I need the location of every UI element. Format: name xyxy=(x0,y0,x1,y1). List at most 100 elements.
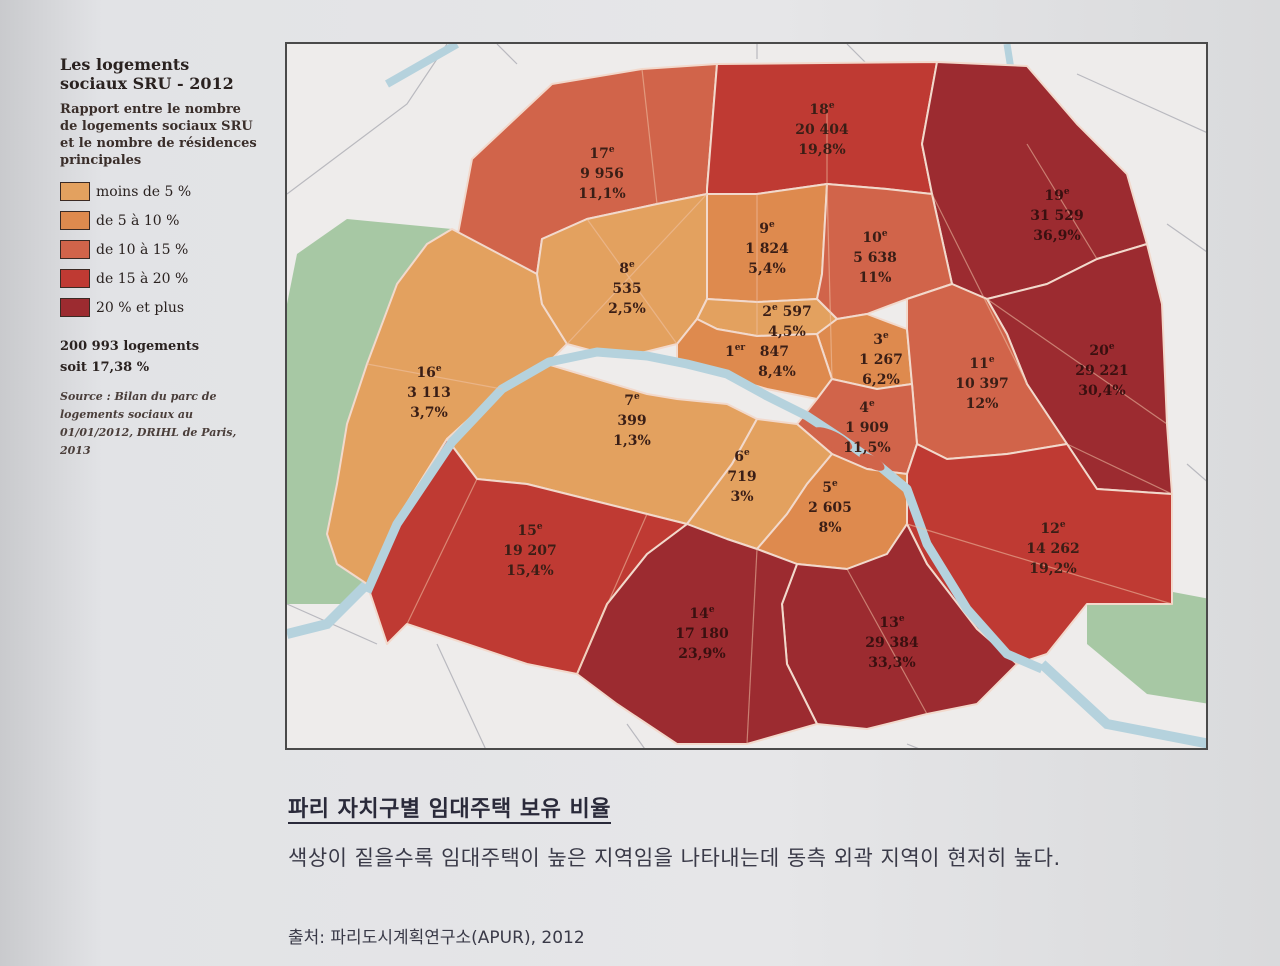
arr-pct: 6,2% xyxy=(862,371,900,388)
arr-count: 399 xyxy=(617,412,647,429)
arr-count: 5 638 xyxy=(853,249,897,266)
map-canvas xyxy=(287,44,1206,748)
arr-pct: 19,2% xyxy=(1029,560,1077,577)
arr-count: 3 113 xyxy=(407,384,451,401)
legend-item-label: moins de 5 % xyxy=(96,183,192,200)
label-arrondissement-10: 10e 5 638 11% xyxy=(853,224,897,288)
arr-number: 12e xyxy=(1040,520,1066,537)
legend-swatch-3 xyxy=(60,269,90,288)
arr-count: 19 207 xyxy=(503,542,557,559)
street xyxy=(931,193,1028,385)
arr-pct: 11,1% xyxy=(578,185,626,202)
arr-count: 1 824 xyxy=(745,240,789,257)
arr-number: 13e xyxy=(879,614,905,631)
legend-item-label: de 10 à 15 % xyxy=(96,241,189,258)
caption-source: 출처: 파리도시계획연구소(APUR), 2012 xyxy=(288,928,585,948)
street xyxy=(586,218,678,345)
legend-item-3: de 15 à 20 % xyxy=(60,264,260,293)
legend-total-share: soit 17,38 % xyxy=(60,360,150,375)
street xyxy=(746,548,758,745)
label-arrondissement-16: 16e 3 113 3,7% xyxy=(407,359,451,423)
arr-number: 19e xyxy=(1044,187,1070,204)
legend-swatch-2 xyxy=(60,240,90,259)
legend-item-label: de 5 à 10 % xyxy=(96,212,180,229)
ile-de-la-cite xyxy=(811,427,853,451)
arr-number: 9e xyxy=(759,220,775,237)
seine-river xyxy=(362,347,1044,674)
arr-pct: 15,4% xyxy=(506,562,554,579)
label-arrondissement-4: 4e 1 909 11,5% xyxy=(843,394,890,458)
arr-number: 2e 597 xyxy=(762,303,812,320)
legend-total-count: 200 993 logements xyxy=(60,339,200,354)
arr-number: 14e xyxy=(689,605,715,622)
legend-title: Les logements sociaux SRU - 2012 xyxy=(60,55,234,93)
outer-street xyxy=(906,743,919,748)
outer-street xyxy=(626,723,645,748)
legend-item-label: 20 % et plus xyxy=(96,299,185,316)
legend-swatch-0 xyxy=(60,182,90,201)
label-arrondissement-13: 13e 29 384 33,3% xyxy=(865,609,919,673)
arr-number: 17e xyxy=(589,145,615,162)
outer-street xyxy=(436,643,486,748)
arr-pct: 1,3% xyxy=(613,432,651,449)
label-arrondissement-7: 7e 399 1,3% xyxy=(613,387,651,451)
label-arrondissement-12: 12e 14 262 19,2% xyxy=(1026,515,1080,579)
arr-pct: 19,8% xyxy=(798,141,846,158)
street xyxy=(846,568,928,715)
label-arrondissement-9: 9e 1 824 5,4% xyxy=(745,215,789,279)
label-arrondissement-19: 19e 31 529 36,9% xyxy=(1030,182,1084,246)
outer-street xyxy=(287,44,448,195)
arr-pct: 33,3% xyxy=(868,654,916,671)
arr-pct: 23,9% xyxy=(678,645,726,662)
outer-street xyxy=(1186,463,1206,482)
arr-pct: 11,5% xyxy=(843,439,891,456)
arr-number: 7e xyxy=(624,392,640,409)
arr-number: 8e xyxy=(619,260,635,277)
arr-pct: 11% xyxy=(858,269,892,286)
arr-number: 5e xyxy=(822,479,838,496)
arrondissement-10 xyxy=(816,183,953,320)
label-arrondissement-3: 3e 1 267 6,2% xyxy=(859,326,903,390)
bois-de-vincennes xyxy=(1087,589,1206,704)
arr-number: 11e xyxy=(969,355,995,372)
outer-street xyxy=(496,44,518,65)
arr-count: 31 529 xyxy=(1030,207,1084,224)
map-legend: Les logements sociaux SRU - 2012 Rapport… xyxy=(60,55,260,460)
arr-pct: 8% xyxy=(818,519,842,536)
legend-source: Source : Bilan du parc de logements soci… xyxy=(60,390,237,457)
legend-item-0: moins de 5 % xyxy=(60,177,260,206)
arr-count: 9 956 xyxy=(580,165,624,182)
street xyxy=(366,363,503,390)
arr-pct: 2,5% xyxy=(608,300,646,317)
street xyxy=(566,193,708,345)
label-arrondissement-14: 14e 17 180 23,9% xyxy=(675,600,729,664)
street xyxy=(986,298,1168,425)
legend-item-1: de 5 à 10 % xyxy=(60,206,260,235)
arr-count: 719 xyxy=(727,468,757,485)
street xyxy=(576,513,648,675)
label-arrondissement-2: 2e 597 4,5% xyxy=(762,298,812,342)
arr-pct: 5,4% xyxy=(748,260,786,277)
arr-count: 2 605 xyxy=(808,499,852,516)
label-arrondissement-11: 11e 10 397 12% xyxy=(955,350,1009,414)
arr-pct: 30,4% xyxy=(1078,382,1126,399)
arr-number: 1er 847 xyxy=(724,343,790,360)
arr-pct: 3,7% xyxy=(410,404,448,421)
arr-count: 20 404 xyxy=(795,121,849,138)
arr-number: 18e xyxy=(809,101,835,118)
legend-swatch-4 xyxy=(60,298,90,317)
arr-count: 29 221 xyxy=(1075,362,1129,379)
arr-pct: 8,4% xyxy=(758,363,796,380)
arr-count: 1 909 xyxy=(845,419,889,436)
caption-title: 파리 자치구별 임대주택 보유 비율 xyxy=(288,797,611,822)
arrondissement-15 xyxy=(366,438,688,675)
ile-saint-louis xyxy=(859,453,885,471)
arr-pct: 12% xyxy=(965,395,999,412)
street xyxy=(1026,143,1098,260)
arr-number: 16e xyxy=(416,364,442,381)
arr-count: 17 180 xyxy=(675,625,729,642)
arr-count: 1 267 xyxy=(859,351,903,368)
arr-count: 29 384 xyxy=(865,634,919,651)
paris-map: 17e 9 956 11,1% 18e 20 404 19,8% 19e 31 … xyxy=(285,42,1208,750)
arr-number: 4e xyxy=(859,399,875,416)
